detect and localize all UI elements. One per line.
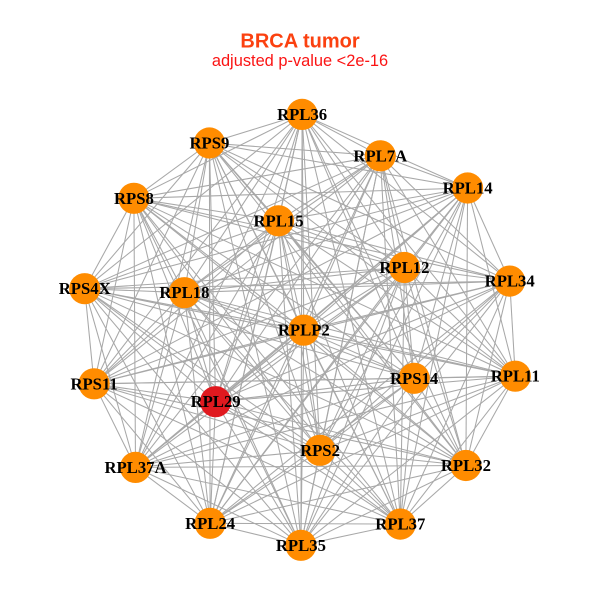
svg-text:RPL7A: RPL7A	[353, 146, 407, 165]
svg-text:RPL15: RPL15	[253, 211, 303, 230]
svg-text:RPL35: RPL35	[276, 536, 326, 555]
svg-text:RPL24: RPL24	[185, 514, 236, 533]
svg-text:RPL37: RPL37	[375, 515, 425, 534]
svg-text:RPL37A: RPL37A	[104, 458, 166, 477]
svg-text:RPLP2: RPLP2	[278, 321, 330, 340]
svg-text:RPS8: RPS8	[114, 189, 154, 208]
svg-text:RPS2: RPS2	[300, 441, 340, 460]
svg-text:RPL18: RPL18	[159, 283, 209, 302]
svg-text:RPS14: RPS14	[390, 369, 439, 388]
svg-text:RPL11: RPL11	[491, 367, 540, 386]
svg-text:RPL14: RPL14	[443, 179, 494, 198]
svg-text:RPL32: RPL32	[441, 456, 491, 475]
svg-text:RPL34: RPL34	[485, 272, 536, 291]
svg-text:RPL29: RPL29	[191, 392, 241, 411]
svg-text:BRCA tumor: BRCA tumor	[240, 31, 359, 53]
svg-text:RPS11: RPS11	[70, 374, 117, 393]
svg-text:adjusted p-value <2e-16: adjusted p-value <2e-16	[212, 52, 388, 70]
svg-text:RPS4X: RPS4X	[59, 279, 111, 298]
svg-text:RPS9: RPS9	[189, 134, 229, 153]
svg-text:RPL36: RPL36	[277, 105, 327, 124]
svg-text:RPL12: RPL12	[379, 258, 429, 277]
